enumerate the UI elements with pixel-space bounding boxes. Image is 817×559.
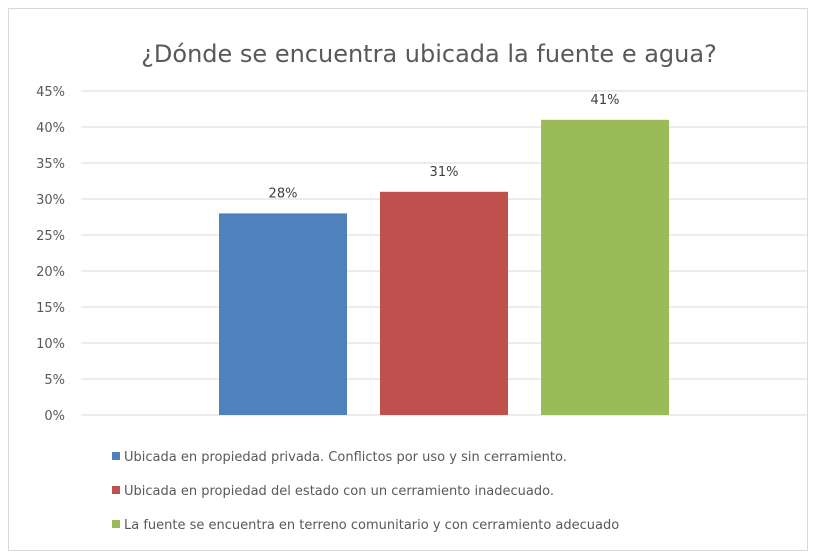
bar-2: [380, 191, 508, 415]
data-label-2: 31%: [430, 165, 459, 180]
y-tick-label: 10%: [36, 337, 65, 352]
y-tick-label: 0%: [44, 409, 65, 424]
y-tick-label: 40%: [36, 121, 65, 136]
y-axis-ticks: 0% 5% 10% 15% 20% 25% 30% 35% 40% 45%: [36, 85, 65, 424]
data-labels: 28% 31% 41%: [269, 93, 620, 202]
y-tick-label: 45%: [36, 85, 65, 100]
data-label-3: 41%: [591, 93, 620, 108]
legend-swatch-3: [112, 520, 120, 528]
y-tick-label: 30%: [36, 193, 65, 208]
bar-3: [541, 119, 669, 416]
chart-title: ¿Dónde se encuentra ubicada la fuente e …: [141, 40, 717, 68]
chart-frame: ¿Dónde se encuentra ubicada la fuente e …: [8, 8, 808, 551]
bar-1: [219, 213, 347, 415]
data-label-1: 28%: [269, 186, 298, 201]
legend-label-3: La fuente se encuentra en terreno comuni…: [124, 518, 619, 533]
y-tick-label: 20%: [36, 265, 65, 280]
y-tick-label: 15%: [36, 301, 65, 316]
y-tick-label: 35%: [36, 157, 65, 172]
legend-label-2: Ubicada en propiedad del estado con un c…: [124, 484, 554, 499]
chart-canvas: ¿Dónde se encuentra ubicada la fuente e …: [36, 40, 807, 533]
bars: [219, 119, 669, 416]
legend-label-1: Ubicada en propiedad privada. Conflictos…: [124, 450, 567, 465]
legend-swatch-2: [112, 486, 120, 494]
legend-swatch-1: [112, 452, 120, 460]
y-tick-label: 25%: [36, 229, 65, 244]
y-tick-label: 5%: [44, 373, 65, 388]
legend: Ubicada en propiedad privada. Conflictos…: [112, 450, 619, 533]
